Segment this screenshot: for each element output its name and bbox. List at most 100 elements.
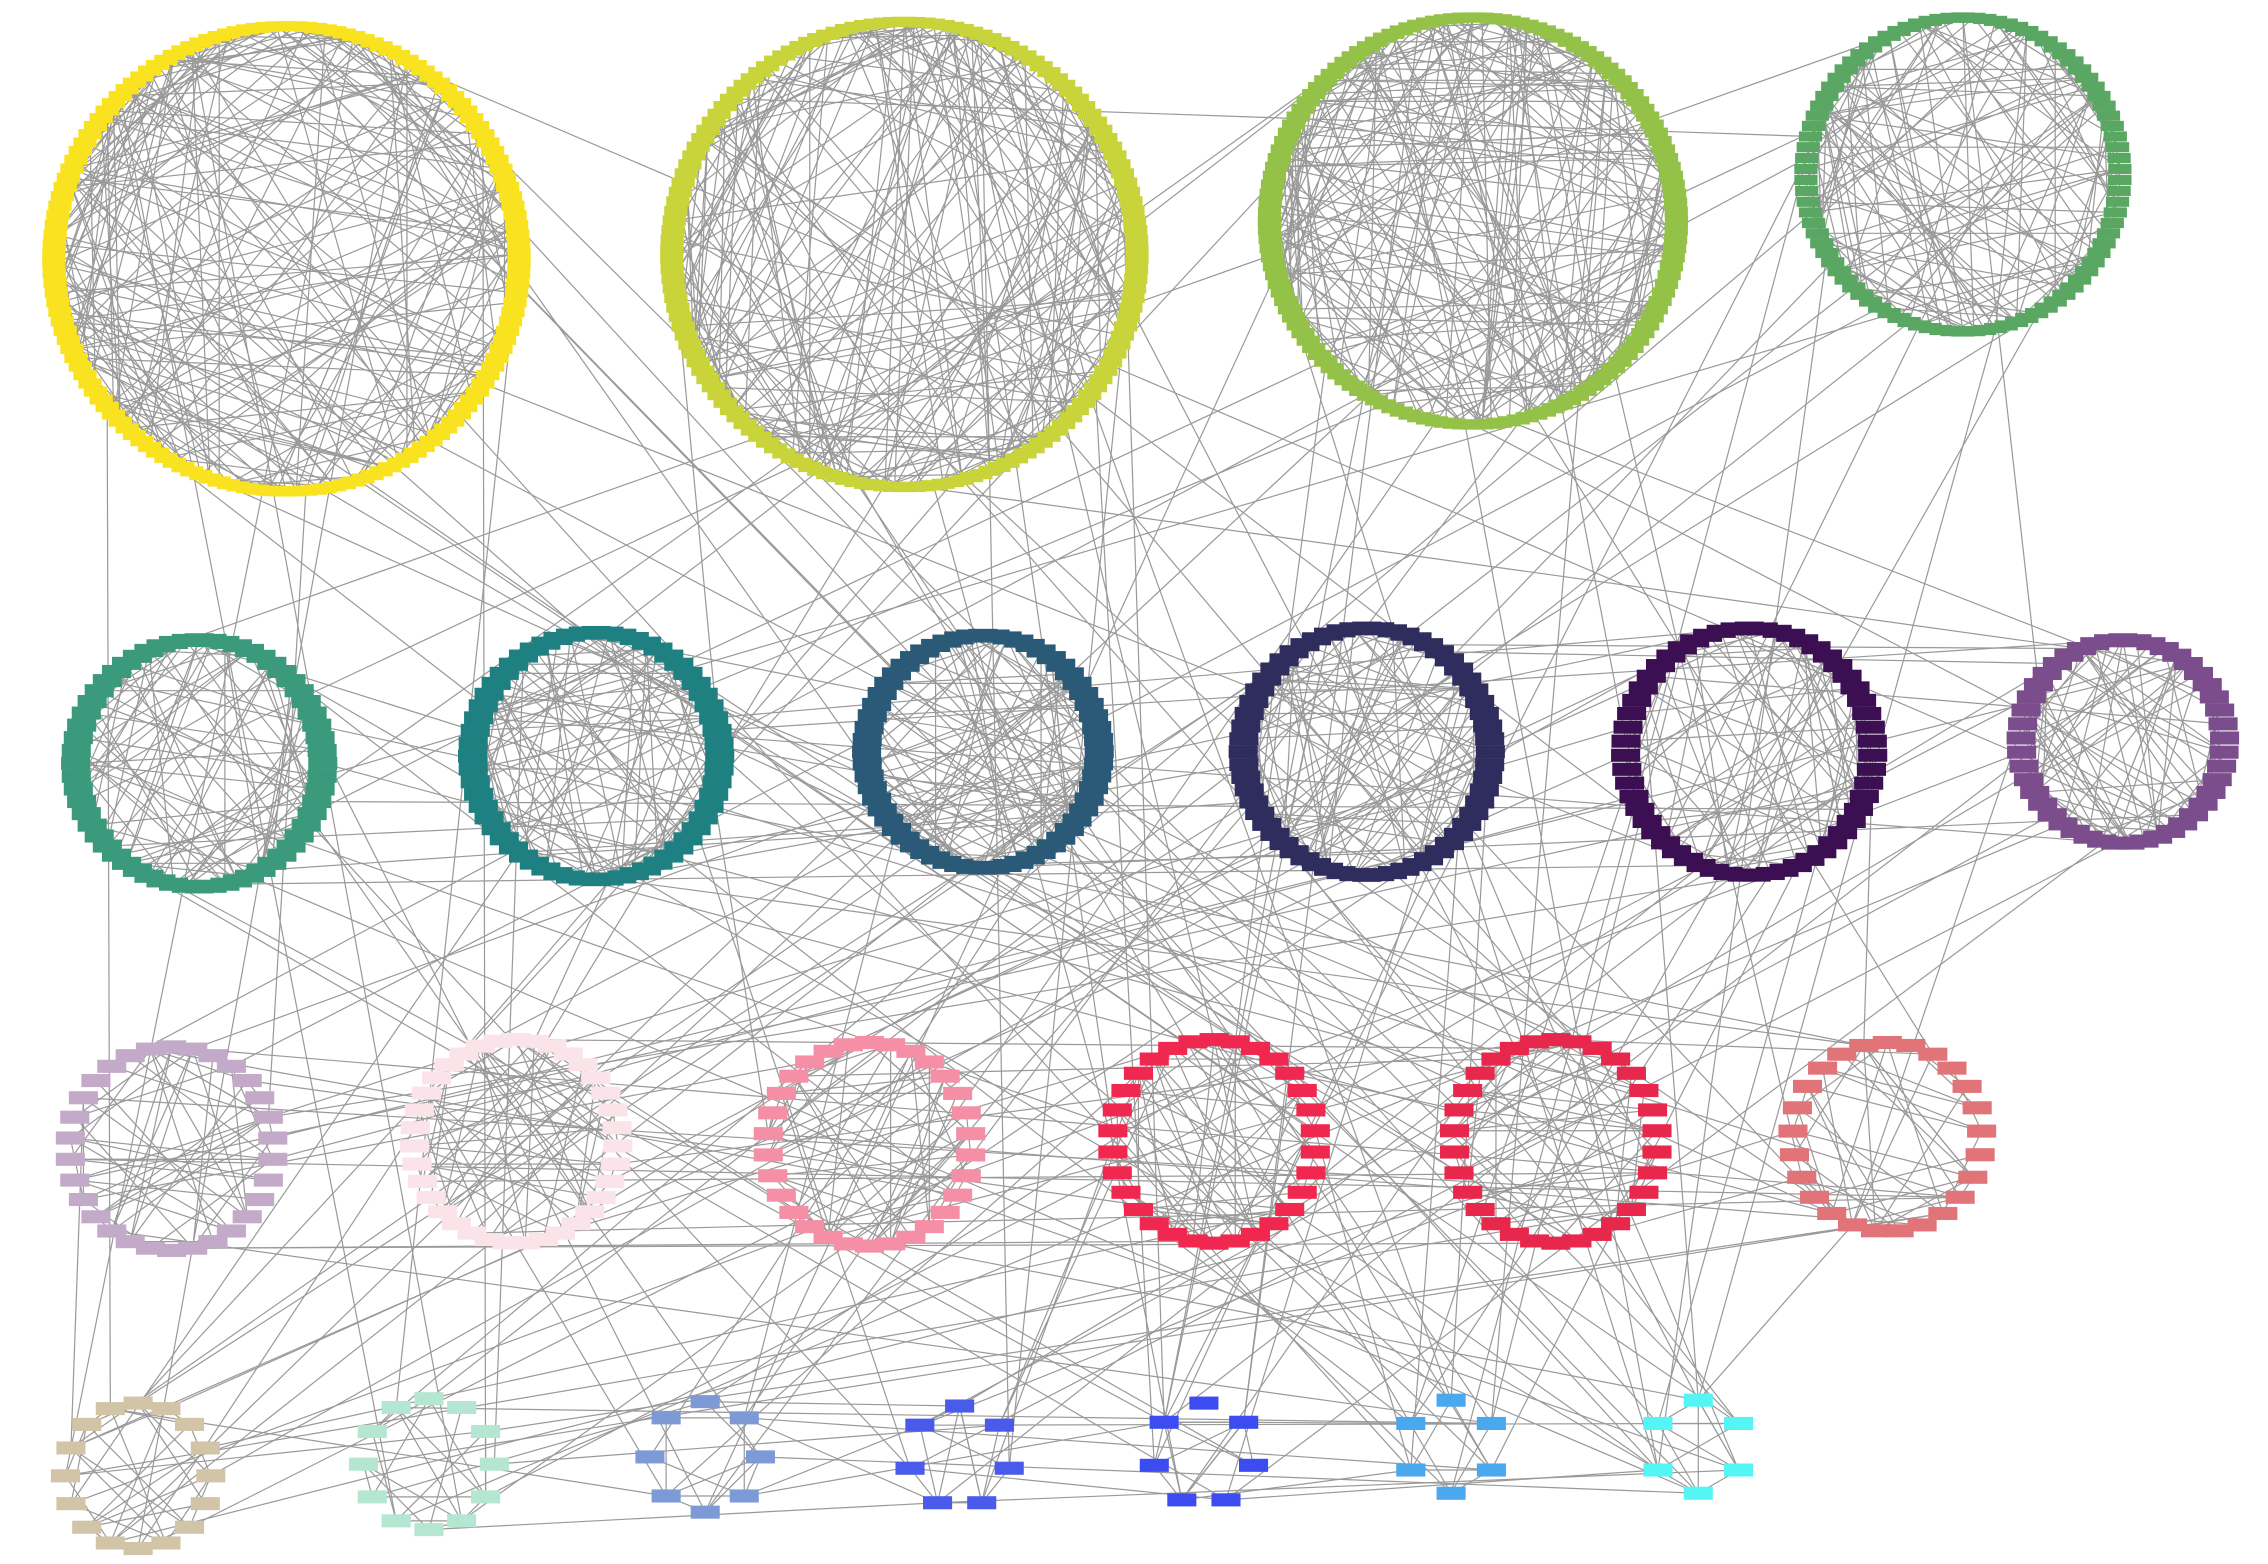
- edge: [1125, 1191, 1290, 1211]
- node: [1052, 79, 1076, 90]
- edge: [872, 715, 1100, 753]
- node: [1619, 790, 1649, 804]
- node: [78, 378, 102, 389]
- edge: [675, 297, 1101, 380]
- edge: [1951, 261, 2094, 332]
- cluster: [1139, 1396, 1269, 1507]
- node: [72, 1520, 102, 1534]
- edge: [705, 1401, 960, 1407]
- node: [291, 695, 321, 709]
- edge: [744, 1421, 1165, 1497]
- edge: [2062, 663, 2189, 825]
- node: [1801, 217, 1826, 229]
- node: [2043, 42, 2067, 53]
- edge: [716, 640, 2109, 731]
- edge: [668, 655, 710, 807]
- node: [603, 1139, 633, 1153]
- edge: [1822, 1067, 1982, 1132]
- edge: [141, 76, 454, 422]
- edge: [1360, 50, 1562, 405]
- node: [89, 113, 113, 124]
- edge: [1697, 1224, 1853, 1401]
- node: [666, 196, 690, 207]
- edge: [1513, 1058, 1617, 1235]
- node: [2034, 302, 2058, 313]
- edge: [141, 33, 345, 442]
- node: [2034, 36, 2058, 47]
- node: [1808, 1061, 1838, 1075]
- node: [2028, 797, 2058, 811]
- edge: [1055, 173, 1124, 431]
- node: [1872, 1035, 1902, 1050]
- node: [678, 339, 702, 350]
- edge: [1805, 179, 1812, 213]
- node: [1122, 215, 1147, 226]
- edge: [649, 852, 1042, 1458]
- edge: [1755, 640, 1805, 876]
- edge: [1360, 50, 1633, 95]
- edge: [55, 64, 159, 294]
- edge: [1808, 146, 2094, 263]
- node: [1125, 244, 1149, 255]
- edge: [1838, 168, 2121, 272]
- edge: [731, 98, 991, 472]
- edge: [1368, 361, 1621, 397]
- node: [1473, 770, 1503, 784]
- edge: [75, 762, 1303, 1193]
- edge: [228, 320, 511, 485]
- edge: [1454, 17, 1677, 222]
- edge: [937, 1072, 1481, 1504]
- edge: [1625, 726, 1871, 742]
- node: [441, 1217, 471, 1231]
- node: [2108, 174, 2132, 186]
- node: [447, 409, 471, 420]
- node: [146, 59, 170, 71]
- edge: [791, 239, 1137, 459]
- node: [756, 61, 780, 72]
- node: [943, 1188, 973, 1202]
- edge: [148, 737, 321, 877]
- node: [1444, 662, 1474, 676]
- node: [1334, 56, 1358, 67]
- node: [553, 1047, 583, 1061]
- node: [216, 1224, 246, 1238]
- node: [1601, 68, 1626, 79]
- node: [1855, 720, 1885, 734]
- node: [60, 163, 84, 174]
- edge: [1870, 47, 1931, 329]
- node: [895, 1461, 925, 1475]
- node: [1124, 234, 1149, 245]
- edge: [1898, 30, 2088, 272]
- edge: [1015, 121, 1097, 459]
- node: [1595, 369, 1619, 380]
- node: [1234, 783, 1264, 797]
- node: [1657, 270, 1681, 281]
- node: [468, 699, 498, 713]
- node: [1805, 228, 1829, 239]
- edge: [475, 717, 714, 731]
- node: [81, 1210, 111, 1224]
- node: [1149, 1415, 1179, 1429]
- edge: [1410, 873, 1771, 1424]
- node: [1815, 247, 1839, 259]
- node: [1257, 215, 1281, 227]
- node: [1661, 179, 1685, 190]
- node: [428, 1205, 458, 1219]
- edge: [1328, 633, 1450, 844]
- node: [426, 429, 451, 441]
- edge: [793, 321, 1910, 1213]
- edge: [1313, 93, 1483, 425]
- node: [1098, 1145, 1128, 1159]
- cluster: [399, 1033, 633, 1250]
- node: [419, 436, 443, 447]
- edge: [428, 1407, 463, 1530]
- node: [411, 441, 435, 453]
- edge: [677, 60, 777, 308]
- node: [1620, 89, 1644, 100]
- edge: [1276, 157, 1667, 168]
- node: [1124, 273, 1148, 284]
- edge: [442, 1109, 614, 1213]
- edge: [100, 118, 121, 422]
- node: [122, 77, 147, 88]
- edge: [1651, 675, 2224, 725]
